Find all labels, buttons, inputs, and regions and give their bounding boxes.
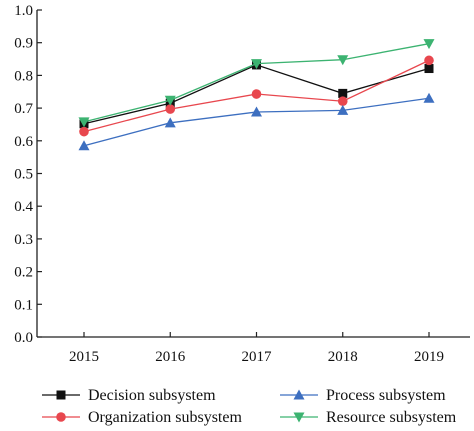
- y-tick-label: 0.2: [14, 265, 33, 281]
- series-line: [83, 97, 430, 147]
- data-point: [423, 92, 435, 103]
- data-point: [79, 126, 89, 137]
- y-axis-ticks: 0.0 0.1 0.2 0.3 0.4 0.5 0.6 0.7 0.8 0.9 1.0: [14, 3, 42, 346]
- data-point: [424, 55, 434, 66]
- data-point: [251, 89, 262, 99]
- y-tick-label: 0.1: [14, 297, 33, 313]
- chart-series: [78, 39, 435, 151]
- data-point: [251, 106, 262, 117]
- legend-marker: [293, 389, 305, 400]
- series-circle: [79, 55, 434, 137]
- chart-legend: Decision subsystem Organization subsystem…: [42, 387, 457, 426]
- legend-marker: [56, 412, 66, 422]
- series-triangle-down: [78, 39, 435, 128]
- data-point: [337, 96, 348, 107]
- legend-marker: [56, 390, 66, 400]
- data-point: [78, 140, 90, 151]
- legend-label: Decision subsystem: [88, 387, 216, 404]
- data-point: [337, 55, 349, 66]
- legend-item: Resource subsystem: [280, 409, 457, 426]
- data-point: [78, 117, 90, 128]
- data-point: [164, 95, 176, 106]
- chart-axes: [36, 10, 470, 338]
- data-point: [251, 59, 262, 70]
- legend-label: Process subsystem: [326, 387, 446, 404]
- x-tick-label: 2016: [155, 349, 186, 365]
- y-tick-label: 0.8: [14, 68, 33, 84]
- y-tick-label: 1.0: [14, 3, 33, 19]
- x-tick-label: 2017: [242, 349, 273, 365]
- x-axis-ticks: 2015 2016 2017 2018 2019: [69, 332, 444, 365]
- y-tick-label: 0.7: [14, 101, 33, 117]
- legend-label: Organization subsystem: [88, 409, 242, 426]
- data-point: [424, 64, 434, 74]
- y-tick-label: 0.6: [14, 134, 33, 150]
- y-tick-label: 0.4: [14, 199, 33, 215]
- data-point: [165, 104, 176, 114]
- data-point: [164, 117, 176, 128]
- data-point: [423, 39, 435, 50]
- data-point: [337, 104, 349, 115]
- legend-marker: [293, 412, 305, 423]
- y-tick-label: 0.0: [14, 330, 33, 346]
- y-tick-label: 0.3: [14, 232, 33, 248]
- legend-label: Resource subsystem: [326, 409, 457, 426]
- data-point: [338, 88, 348, 98]
- legend-item: Process subsystem: [280, 387, 446, 404]
- x-tick-label: 2019: [414, 349, 444, 365]
- legend-item: Organization subsystem: [42, 409, 242, 426]
- x-tick-label: 2015: [69, 349, 99, 365]
- y-tick-label: 0.5: [14, 167, 33, 183]
- legend-item: Decision subsystem: [42, 387, 216, 404]
- y-tick-label: 0.9: [14, 36, 33, 52]
- x-tick-label: 2018: [328, 349, 358, 365]
- series-triangle-up: [78, 92, 435, 151]
